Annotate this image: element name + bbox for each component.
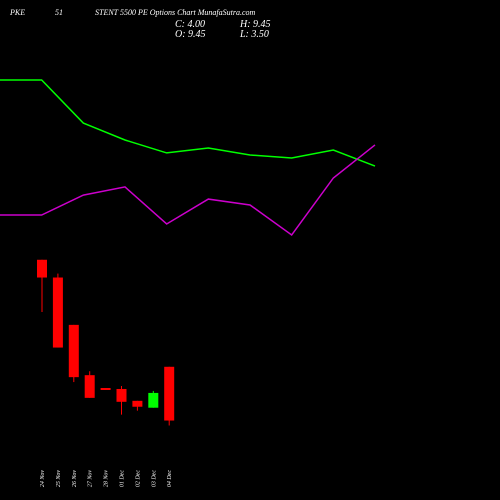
header-text: 51 bbox=[55, 8, 63, 17]
ohlc-low: L: 3.50 bbox=[239, 29, 269, 40]
candle-body bbox=[84, 375, 95, 398]
candle-body bbox=[164, 366, 175, 421]
ohlc-close: C: 4.00 bbox=[175, 19, 205, 30]
candle-body bbox=[52, 277, 63, 348]
x-tick-label: 27 Nov bbox=[88, 470, 94, 488]
x-tick-label: 26 Nov bbox=[72, 470, 78, 488]
ohlc-open: O: 9.45 bbox=[175, 29, 206, 40]
x-tick-label: 04 Dec bbox=[166, 470, 173, 487]
candle-body bbox=[132, 400, 143, 407]
x-tick-label: 28 Nov bbox=[104, 470, 110, 488]
candle-body bbox=[148, 392, 159, 408]
header-text: STENT 5500 PE Options Chart MunafaSutra.… bbox=[95, 8, 256, 17]
x-tick-label: 25 Nov bbox=[56, 470, 62, 488]
x-tick-label: 24 Nov bbox=[39, 470, 46, 488]
ohlc-high: H: 9.45 bbox=[239, 19, 271, 30]
indicator-line bbox=[0, 144, 376, 237]
candle-body bbox=[37, 259, 47, 278]
candle-body bbox=[68, 324, 79, 378]
x-tick-label: 01 Dec bbox=[120, 470, 126, 487]
x-tick-label: 03 Dec bbox=[151, 470, 157, 487]
candle-body bbox=[116, 388, 127, 402]
header-text: PKE bbox=[9, 8, 25, 17]
indicator-line bbox=[0, 79, 376, 167]
x-tick-label: 02 Dec bbox=[135, 470, 141, 487]
candle-body bbox=[100, 387, 111, 390]
